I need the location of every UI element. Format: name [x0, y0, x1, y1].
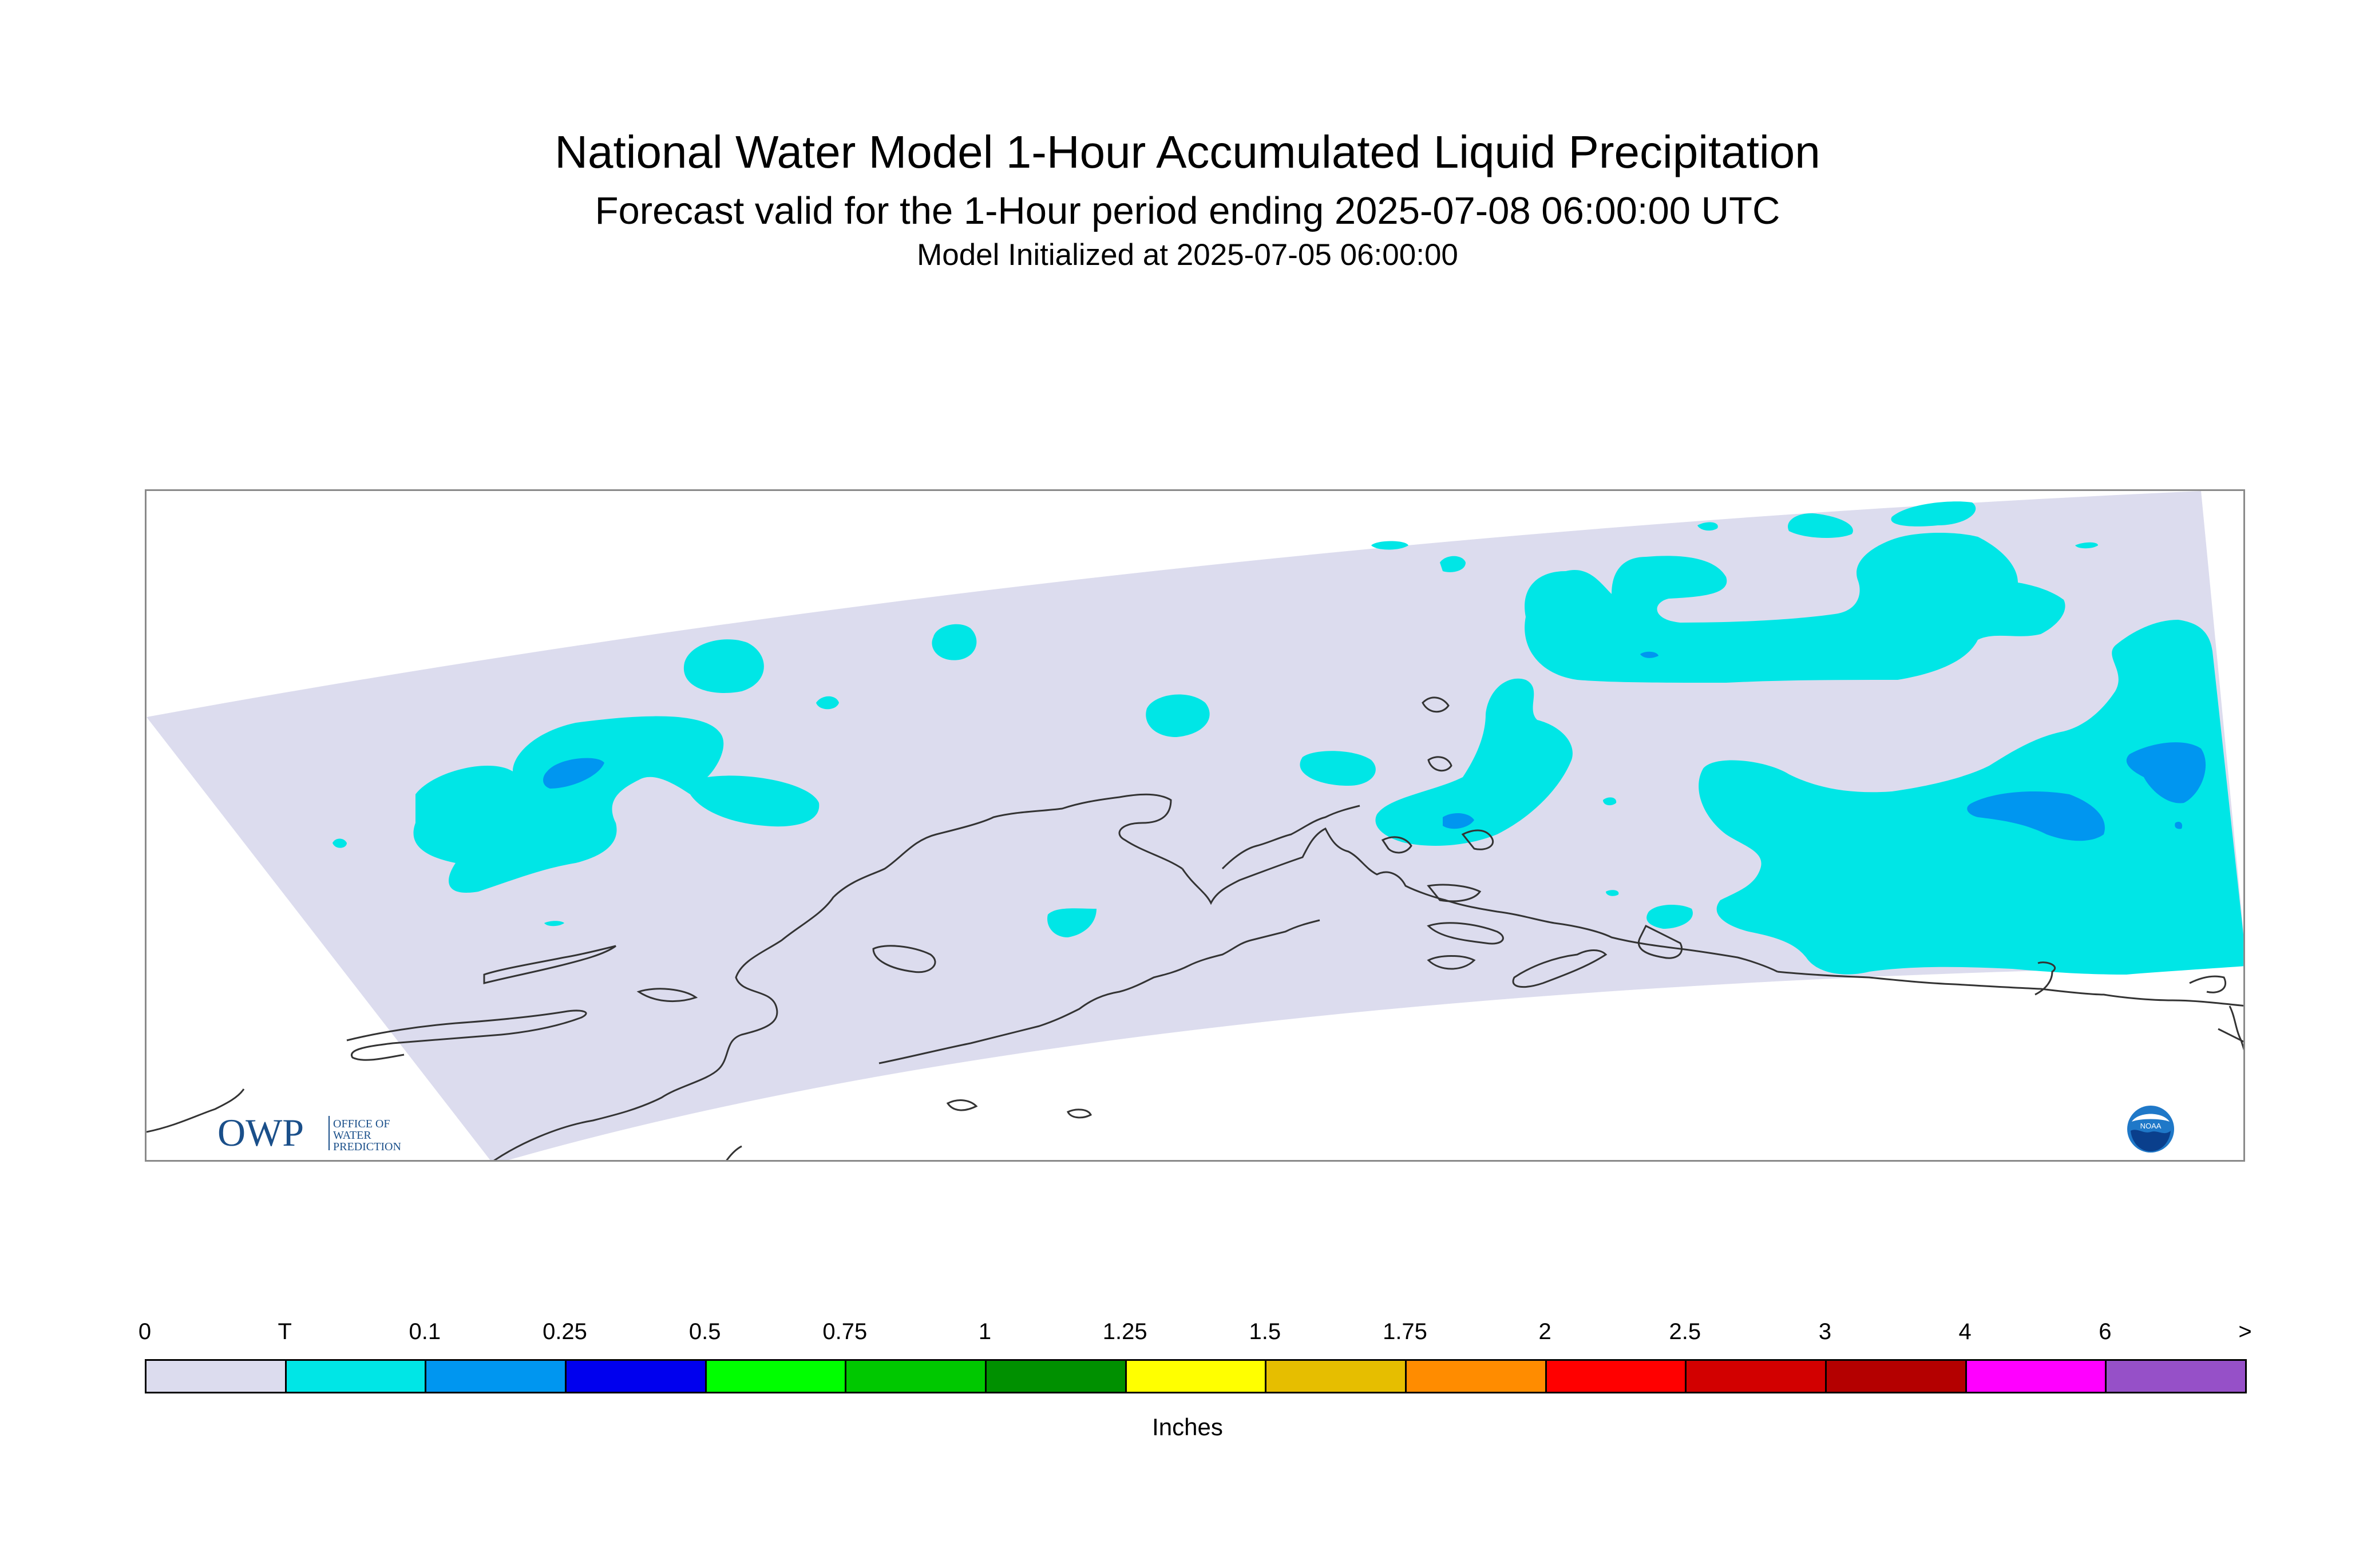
owp-logo-mark: OWP	[217, 1111, 304, 1153]
legend-tick-label: 0	[138, 1319, 152, 1344]
noaa-logo: NOAA	[2126, 1104, 2175, 1154]
legend-tick-label: 1	[978, 1319, 992, 1344]
legend-tick-label: T	[278, 1319, 292, 1344]
legend-tick-label: 2.5	[1669, 1319, 1701, 1344]
map-title: National Water Model 1-Hour Accumulated …	[555, 126, 1820, 177]
legend-tick-label: 3	[1818, 1319, 1832, 1344]
legend-swatch	[985, 1359, 1127, 1393]
legend-tick-label: 0.1	[409, 1319, 441, 1344]
legend-swatch	[2105, 1359, 2247, 1393]
owp-logo: OWP OFFICE OF WATER PREDICTION	[217, 1110, 423, 1154]
legend-colorbar	[145, 1359, 2247, 1393]
legend-swatch	[284, 1359, 427, 1393]
map-subtitle: Forecast valid for the 1-Hour period end…	[595, 189, 1780, 232]
legend-swatch	[1545, 1359, 1687, 1393]
legend-swatch	[1825, 1359, 1967, 1393]
legend-swatch	[565, 1359, 707, 1393]
legend-swatch	[704, 1359, 847, 1393]
legend-tick-label: 1.5	[1249, 1319, 1281, 1344]
legend-units: Inches	[1152, 1413, 1223, 1440]
legend-tick-label: >	[2238, 1319, 2252, 1344]
legend-swatch	[425, 1359, 567, 1393]
precipitation-map	[147, 491, 2243, 1160]
legend-swatch	[1405, 1359, 1547, 1393]
legend-swatch	[1265, 1359, 1407, 1393]
light-precip-areas	[543, 651, 2206, 841]
legend-swatch	[1685, 1359, 1827, 1393]
legend-swatch	[1125, 1359, 1267, 1393]
trace-precip-areas	[332, 501, 2243, 975]
legend-tick-label: 1.75	[1383, 1319, 1427, 1344]
owp-logo-line-1: OFFICE OF	[333, 1118, 390, 1130]
owp-logo-line-3: PREDICTION	[333, 1141, 401, 1153]
legend-tick-label: 4	[1958, 1319, 1972, 1344]
legend-tick-label: 0.25	[543, 1319, 587, 1344]
map-panel	[145, 489, 2245, 1162]
legend-swatch	[845, 1359, 987, 1393]
owp-logo-line-2: WATER	[333, 1129, 371, 1142]
coastlines	[147, 793, 2243, 1160]
model-init-text: Model Initialized at 2025-07-05 06:00:00	[917, 238, 1458, 272]
legend-tick-label: 0.5	[688, 1319, 721, 1344]
legend-swatch	[145, 1359, 287, 1393]
legend-tick-label: 1.25	[1102, 1319, 1147, 1344]
noaa-logo-text: NOAA	[2140, 1122, 2162, 1130]
legend-tick-label: 6	[2099, 1319, 2112, 1344]
legend-tick-label: 0.75	[822, 1319, 868, 1344]
legend-tick-label: 2	[1538, 1319, 1551, 1344]
legend-swatch	[1965, 1359, 2107, 1393]
glacier-islands	[946, 696, 1452, 1119]
